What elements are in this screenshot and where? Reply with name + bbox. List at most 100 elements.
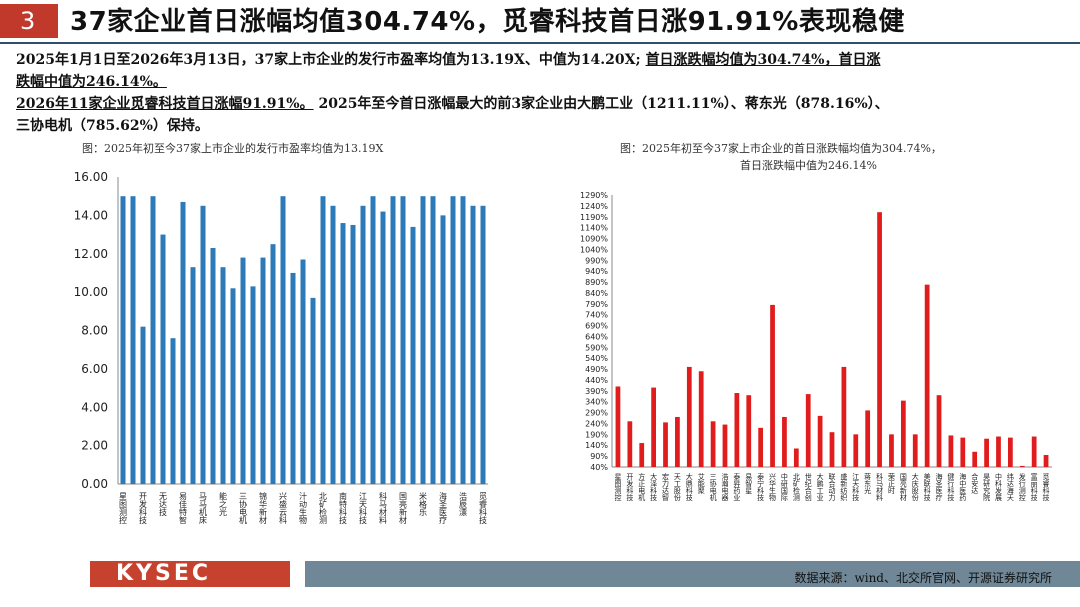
bar: [460, 196, 466, 484]
y-tick-label: 940%: [585, 267, 608, 276]
bar: [1008, 437, 1013, 467]
x-tick-label: 能之光: [219, 491, 228, 517]
footer-bar: [305, 561, 1080, 587]
x-tick-label: 世纪合创: [804, 472, 812, 502]
bar: [420, 196, 426, 484]
bar: [380, 211, 386, 484]
x-tick-label: 合安达: [971, 472, 979, 495]
x-tick-label: 星图测控: [614, 473, 622, 502]
x-tick-label: 大庆股份: [911, 472, 919, 502]
bar: [948, 435, 954, 467]
y-tick-label: 540%: [585, 354, 608, 363]
y-tick-label: 16.00: [74, 170, 108, 184]
bar: [270, 244, 276, 484]
x-tick-label: 蒋东光: [864, 472, 872, 495]
x-tick-label: 觅睿科技: [1042, 472, 1050, 502]
bar: [410, 226, 416, 484]
bar: [793, 448, 799, 467]
x-tick-label: 科马材料: [876, 472, 884, 502]
x-tick-label: 国亮新材: [899, 473, 907, 501]
bar: [805, 394, 811, 467]
bar: [370, 196, 376, 484]
summary-line-1: 2025年1月1日至2026年3月13日，37家上市企业的发行市盈率均值为13.…: [16, 49, 1066, 71]
bar: [877, 212, 882, 467]
bar: [984, 438, 989, 467]
bar: [200, 205, 206, 484]
x-tick-label: 三协电机: [239, 492, 248, 525]
y-tick-label: 440%: [585, 376, 608, 385]
bar: [924, 284, 930, 467]
bar: [400, 196, 406, 484]
kysec-logo: KYSEC: [90, 561, 290, 587]
y-tick-label: 390%: [585, 387, 608, 396]
bar: [853, 434, 859, 467]
bar: [615, 386, 621, 467]
bar: [340, 223, 346, 485]
x-tick-label: 联合动力: [828, 472, 836, 502]
y-tick-label: 10.00: [74, 285, 108, 299]
summary-highlight: 首日涨跌幅均值为304.74%，首日涨: [645, 52, 881, 68]
bar: [360, 205, 366, 484]
bar: [230, 288, 236, 484]
bar: [936, 395, 942, 467]
bar: [170, 338, 176, 484]
y-tick-label: 490%: [585, 365, 608, 374]
y-tick-label: 190%: [585, 430, 608, 439]
y-tick-label: 640%: [585, 332, 608, 341]
x-tick-label: 无达技: [159, 492, 168, 517]
bar: [1043, 455, 1049, 467]
x-tick-label: 大泽科技: [650, 472, 658, 502]
summary-highlight: 2026年11家企业觅睿科技首日涨幅91.91%。: [16, 96, 314, 112]
y-tick-label: 1040%: [580, 245, 608, 254]
x-tick-label: 方正电机: [638, 472, 646, 502]
y-tick-label: 1190%: [580, 213, 608, 222]
bar: [470, 205, 476, 484]
bar: [710, 421, 716, 467]
y-tick-label: 1140%: [580, 224, 608, 233]
bar: [1019, 465, 1025, 467]
page-title: 37家企业首日涨幅均值304.74%，觅睿科技首日涨91.91%表现稳健: [70, 7, 905, 37]
bar: [310, 297, 316, 484]
y-tick-label: 840%: [585, 289, 608, 298]
bar: [960, 437, 966, 467]
y-tick-label: 14.00: [74, 208, 108, 222]
y-tick-label: 4.00: [81, 400, 108, 414]
x-tick-label: 汁动生物: [299, 491, 308, 525]
x-tick-label: 大鼎科技: [685, 472, 693, 502]
bar: [758, 427, 764, 467]
x-tick-label: 海圣医疗: [935, 472, 943, 502]
summary-text: 2025年1月1日至2026年3月13日，37家上市企业的发行市盈率均值为13.…: [16, 52, 641, 68]
bar: [663, 422, 668, 467]
bar: [817, 415, 823, 467]
x-tick-label: 兴盛云科: [279, 492, 288, 525]
bar: [320, 196, 326, 484]
y-tick-label: 6.00: [81, 362, 108, 376]
y-tick-label: 1090%: [580, 235, 608, 244]
x-tick-label: 易智星: [745, 473, 753, 494]
x-tick-label: 浩瀚电器: [721, 472, 729, 502]
y-tick-label: 890%: [585, 278, 608, 287]
x-tick-label: 江天科技: [852, 473, 860, 502]
y-tick-label: 690%: [585, 322, 608, 331]
bar: [250, 286, 256, 484]
bar: [686, 366, 692, 467]
y-tick-label: 8.00: [81, 324, 108, 338]
summary-line-4: 三协电机（785.62%）保持。: [16, 115, 1066, 137]
bar: [300, 259, 306, 484]
bar: [865, 410, 871, 467]
x-tick-label: 海中医药: [959, 472, 967, 502]
x-tick-label: 浩辰漂: [459, 491, 468, 516]
bar: [190, 267, 196, 484]
bar: [996, 436, 1001, 467]
y-tick-label: 1290%: [580, 191, 608, 200]
bar: [889, 434, 894, 467]
x-tick-label: 中科发展: [994, 472, 1002, 502]
x-tick-label: 锦华新材: [259, 491, 268, 524]
bar: [120, 196, 126, 484]
bar: [900, 400, 906, 467]
summary-highlight: 跌幅中值为246.14%。: [16, 74, 167, 90]
bar: [160, 234, 166, 484]
y-tick-label: 1240%: [580, 202, 608, 211]
bar: [440, 215, 446, 484]
x-tick-label: 江天科技: [359, 492, 368, 525]
